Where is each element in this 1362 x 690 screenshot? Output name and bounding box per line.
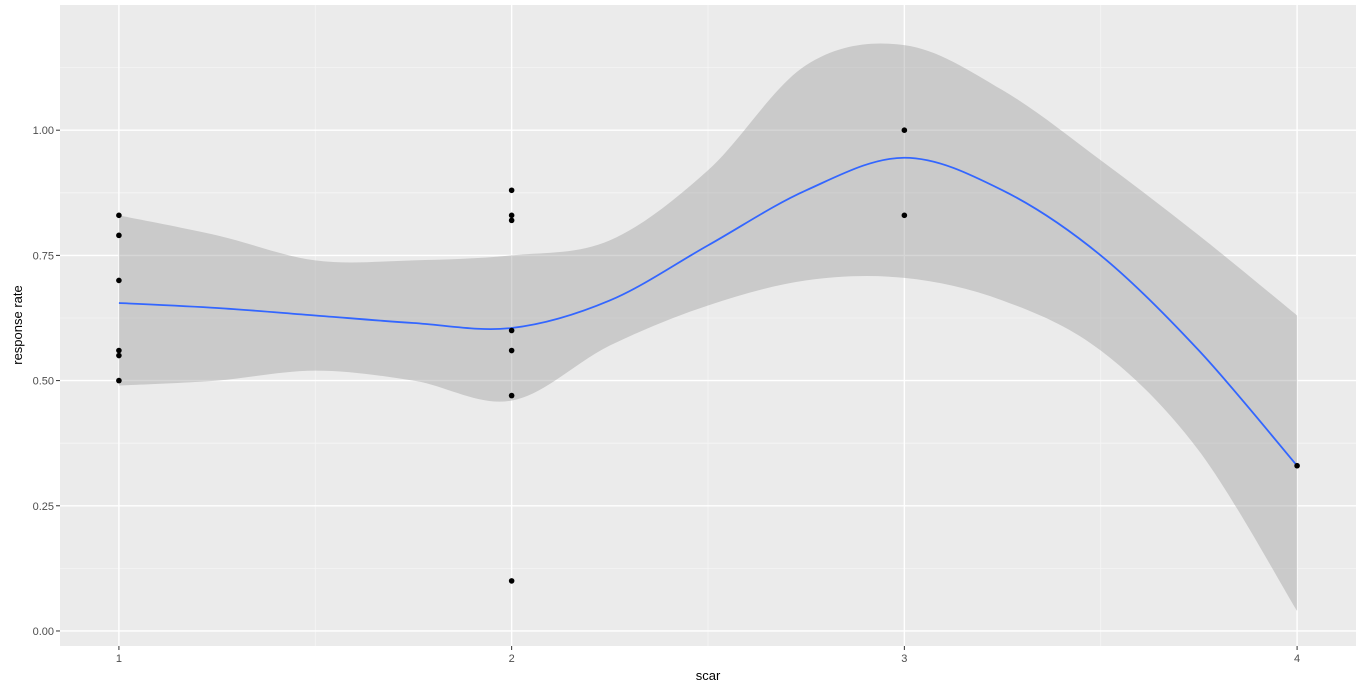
smooth-line	[118, 156, 1298, 467]
data-point	[116, 347, 122, 354]
y-tick-label: 0.25	[33, 501, 54, 513]
data-point	[116, 352, 122, 359]
y-tick-label: 0.00	[33, 626, 54, 638]
data-point	[116, 232, 122, 239]
grid-minor-lines	[60, 5, 1356, 646]
y-tick-label: 0.50	[33, 376, 54, 388]
data-point	[116, 377, 122, 384]
smooth-line-layer	[118, 156, 1298, 467]
y-tick-label: 1.00	[33, 125, 54, 137]
grid-major-lines	[60, 5, 1356, 646]
x-tick-label: 1	[116, 653, 122, 665]
y-axis: 0.00 0.25 0.50 0.75 1.00	[33, 125, 60, 638]
x-axis: 1 2 3 4	[116, 646, 1300, 665]
x-axis-title: scar	[696, 668, 721, 683]
y-tick-label: 0.75	[33, 250, 54, 262]
data-point	[508, 187, 515, 194]
x-tick-label: 3	[901, 653, 907, 665]
data-point	[116, 277, 122, 284]
data-point	[901, 212, 908, 219]
points-layer	[116, 127, 1300, 584]
x-tick-label: 4	[1294, 653, 1300, 665]
data-point	[508, 217, 515, 224]
data-point	[508, 347, 515, 354]
data-point	[1294, 462, 1300, 469]
data-point	[901, 127, 908, 133]
confidence-ribbon	[118, 43, 1298, 611]
data-point	[508, 327, 515, 334]
data-point	[116, 212, 122, 219]
x-tick-label: 2	[509, 653, 515, 665]
data-point	[508, 392, 515, 399]
y-axis-title: response rate	[10, 285, 25, 365]
data-point	[508, 212, 515, 219]
data-point	[508, 578, 515, 584]
confidence-ribbon-layer	[118, 43, 1298, 611]
